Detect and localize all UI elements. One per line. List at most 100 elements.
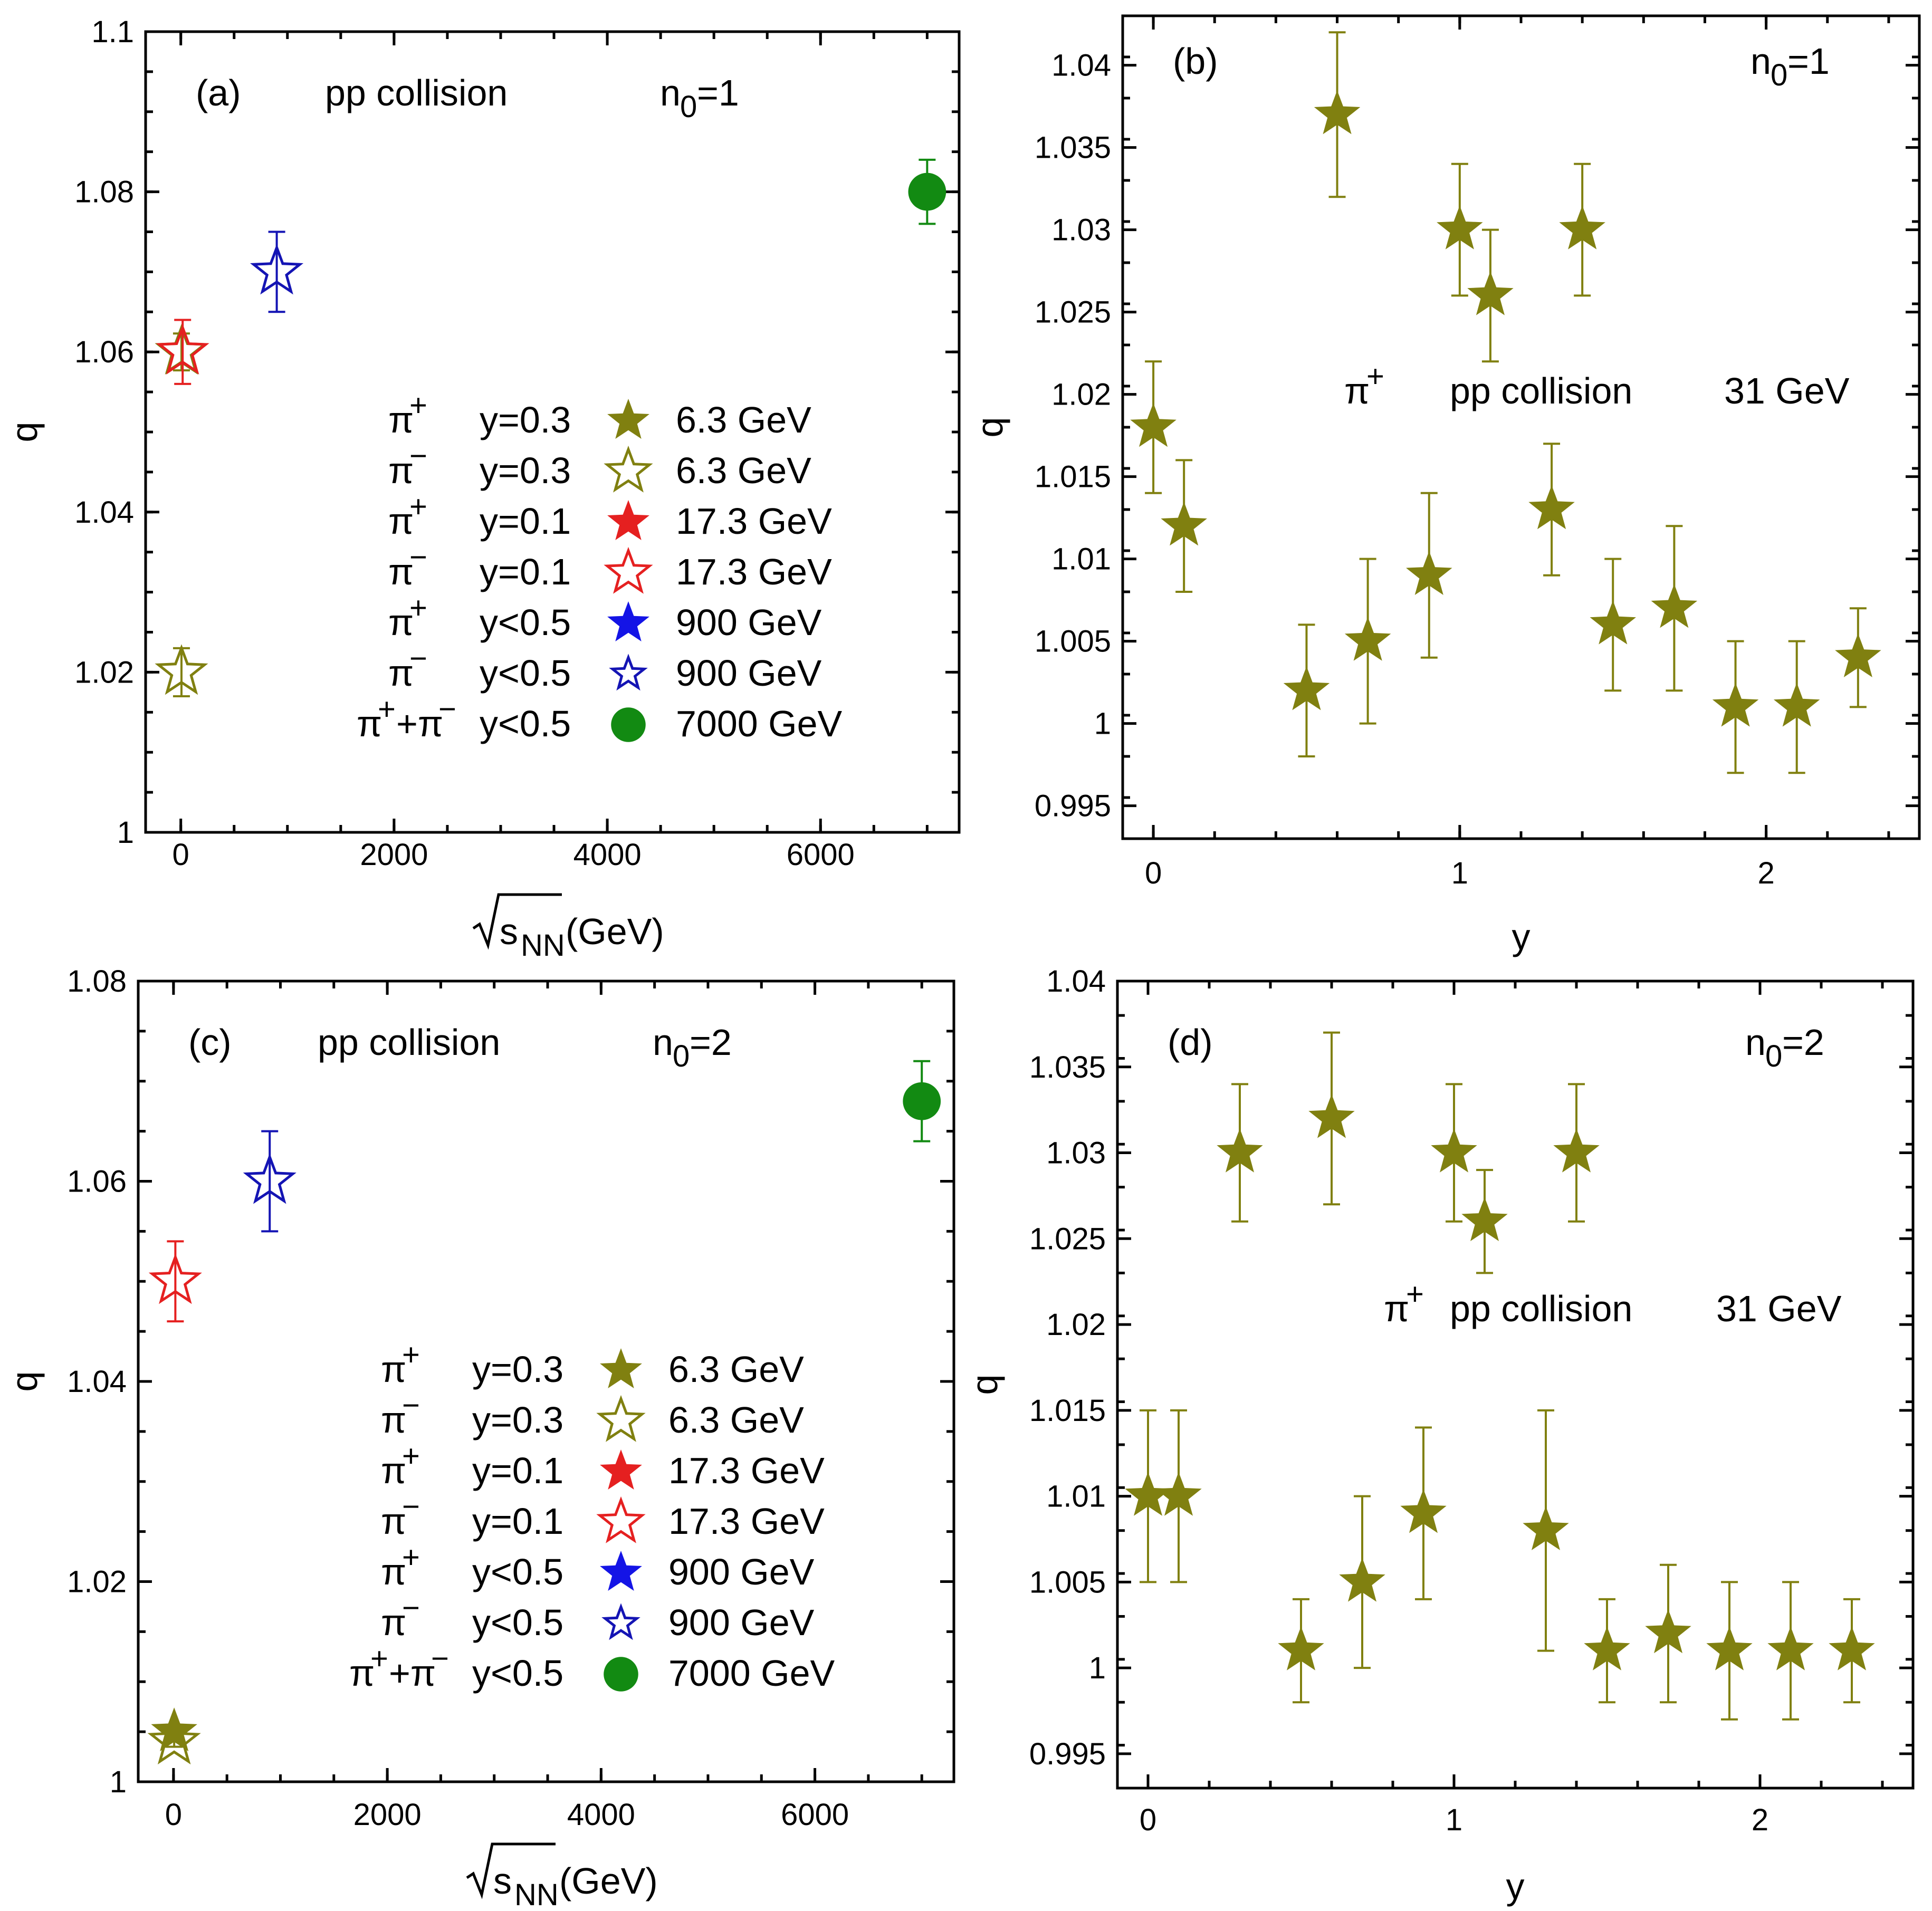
x-tick-label: 0 (165, 1798, 182, 1832)
data-marker (1283, 666, 1330, 710)
y-tick-label: 1 (110, 1765, 127, 1799)
n0-label-value: =2 (690, 1022, 732, 1063)
y-tick-label: 1.08 (74, 175, 134, 209)
legend-rapidity: y<0.5 (472, 1602, 563, 1643)
y-tick-label: 1.015 (1029, 1394, 1106, 1428)
data-marker (1437, 205, 1483, 249)
y-tick-label: 1 (1094, 707, 1111, 741)
y-tick-label: 1.02 (74, 655, 134, 689)
y-tick-label: 1.015 (1035, 460, 1111, 494)
data-marker (1706, 1626, 1753, 1670)
data-marker (1339, 1558, 1385, 1602)
annotation-text: pp collision (1450, 1288, 1632, 1329)
y-tick-label: 1.01 (1051, 542, 1111, 577)
data-point (908, 158, 946, 225)
data-point (1308, 1031, 1355, 1206)
panel-label: (c) (188, 1022, 232, 1063)
y-tick-label: 1 (1089, 1651, 1106, 1685)
legend-entry: π+ y=0.1 17.3 GeV (381, 1439, 825, 1491)
data-point (1130, 360, 1177, 494)
legend-energy: 6.3 GeV (668, 1349, 804, 1390)
legend-entry: π− y=0.3 6.3 GeV (388, 439, 811, 493)
energy-text: 31 GeV (1724, 370, 1850, 411)
legend-rapidity: y=0.3 (472, 1349, 563, 1390)
data-point (1829, 1598, 1875, 1704)
legend-rapidity: y<0.5 (480, 602, 571, 643)
legend-charge: + (409, 489, 427, 524)
data-point (1559, 162, 1605, 297)
sqrt-symbol (472, 893, 562, 950)
y-tick-label: 1.025 (1029, 1222, 1106, 1256)
legend-rapidity: y<0.5 (472, 1653, 563, 1694)
x-axis-title-main: s (500, 911, 518, 952)
y-tick-label: 1.03 (1046, 1136, 1106, 1170)
data-point (1283, 623, 1330, 757)
data-marker (1314, 90, 1361, 135)
legend-particle: π (388, 551, 414, 592)
data-point (1461, 1169, 1508, 1274)
legend-entry: π− y<0.5 900 GeV (381, 1591, 815, 1643)
legend-charge: − (402, 1490, 420, 1524)
panel-annotation: pp collision (325, 72, 508, 113)
sqrt-symbol (466, 1842, 556, 1899)
legend-marker (596, 1395, 646, 1442)
legend-particle: π (381, 1349, 406, 1390)
data-point (1278, 1598, 1324, 1704)
y-tick-label: 0.995 (1035, 789, 1111, 823)
x-tick-label: 2000 (360, 838, 428, 872)
data-point (1161, 459, 1207, 593)
legend-charge: + (409, 591, 427, 625)
data-point (1590, 558, 1636, 692)
legend-rapidity: y=0.1 (472, 1501, 563, 1542)
legend-charge: + (370, 1641, 388, 1676)
legend-charge-2: − (431, 1641, 449, 1676)
data-point (1155, 1409, 1202, 1583)
particle-label: π (1384, 1288, 1409, 1329)
data-point (1651, 525, 1698, 692)
data-marker (1406, 551, 1452, 595)
legend-rapidity: y=0.3 (480, 450, 571, 491)
y-axis-title: q (964, 1375, 1005, 1395)
x-tick-label: 4000 (567, 1798, 635, 1832)
data-marker (155, 644, 208, 695)
data-point (1523, 1409, 1569, 1652)
panel-label: (d) (1168, 1022, 1213, 1063)
n0-label: n 0 =1 (660, 72, 739, 124)
legend-entry: π− y=0.1 17.3 GeV (381, 1490, 825, 1543)
y-tick-label: 1.005 (1035, 625, 1111, 659)
legend-marker (600, 1551, 642, 1591)
data-marker (1645, 1609, 1691, 1654)
legend-entry: π− y=0.3 6.3 GeV (381, 1388, 804, 1442)
legend-energy: 900 GeV (668, 1551, 815, 1592)
data-point (1339, 1495, 1385, 1669)
x-tick-label: 1 (1446, 1803, 1462, 1837)
panel-annotation: pp collision (318, 1022, 500, 1063)
data-point (1584, 1598, 1630, 1704)
data-marker (1773, 683, 1820, 727)
x-tick-label: 0 (1140, 1803, 1156, 1837)
data-marker (1217, 1128, 1263, 1173)
y-tick-label: 1.08 (67, 964, 127, 998)
data-marker (1467, 271, 1514, 315)
legend-entry: π+ y=0.3 6.3 GeV (381, 1338, 804, 1390)
legend-energy: 17.3 GeV (668, 1450, 825, 1491)
panel-b: 0 1 2 0.995 1 1.005 1.01 1.015 1.02 1.025 1.03 1.03… (969, 14, 1921, 957)
data-marker (1130, 403, 1177, 447)
data-marker (908, 172, 946, 211)
data-point (156, 319, 209, 385)
y-tick-label: 1.04 (67, 1365, 127, 1399)
data-marker (147, 1713, 201, 1765)
data-point (1712, 640, 1759, 774)
energy-text: 31 GeV (1716, 1288, 1842, 1329)
n0-label-sub: 0 (1765, 1039, 1782, 1073)
legend-energy: 7000 GeV (668, 1653, 835, 1694)
panel-label: (a) (196, 72, 241, 113)
y-tick-label: 1.01 (1046, 1480, 1106, 1514)
legend-rapidity: y=0.1 (472, 1450, 563, 1491)
data-point (155, 644, 208, 697)
legend-entry: π− y=0.1 17.3 GeV (388, 540, 832, 594)
data-point (1125, 1409, 1171, 1583)
x-tick-label: 0 (1145, 856, 1162, 890)
x-tick-label: 6000 (781, 1798, 849, 1832)
